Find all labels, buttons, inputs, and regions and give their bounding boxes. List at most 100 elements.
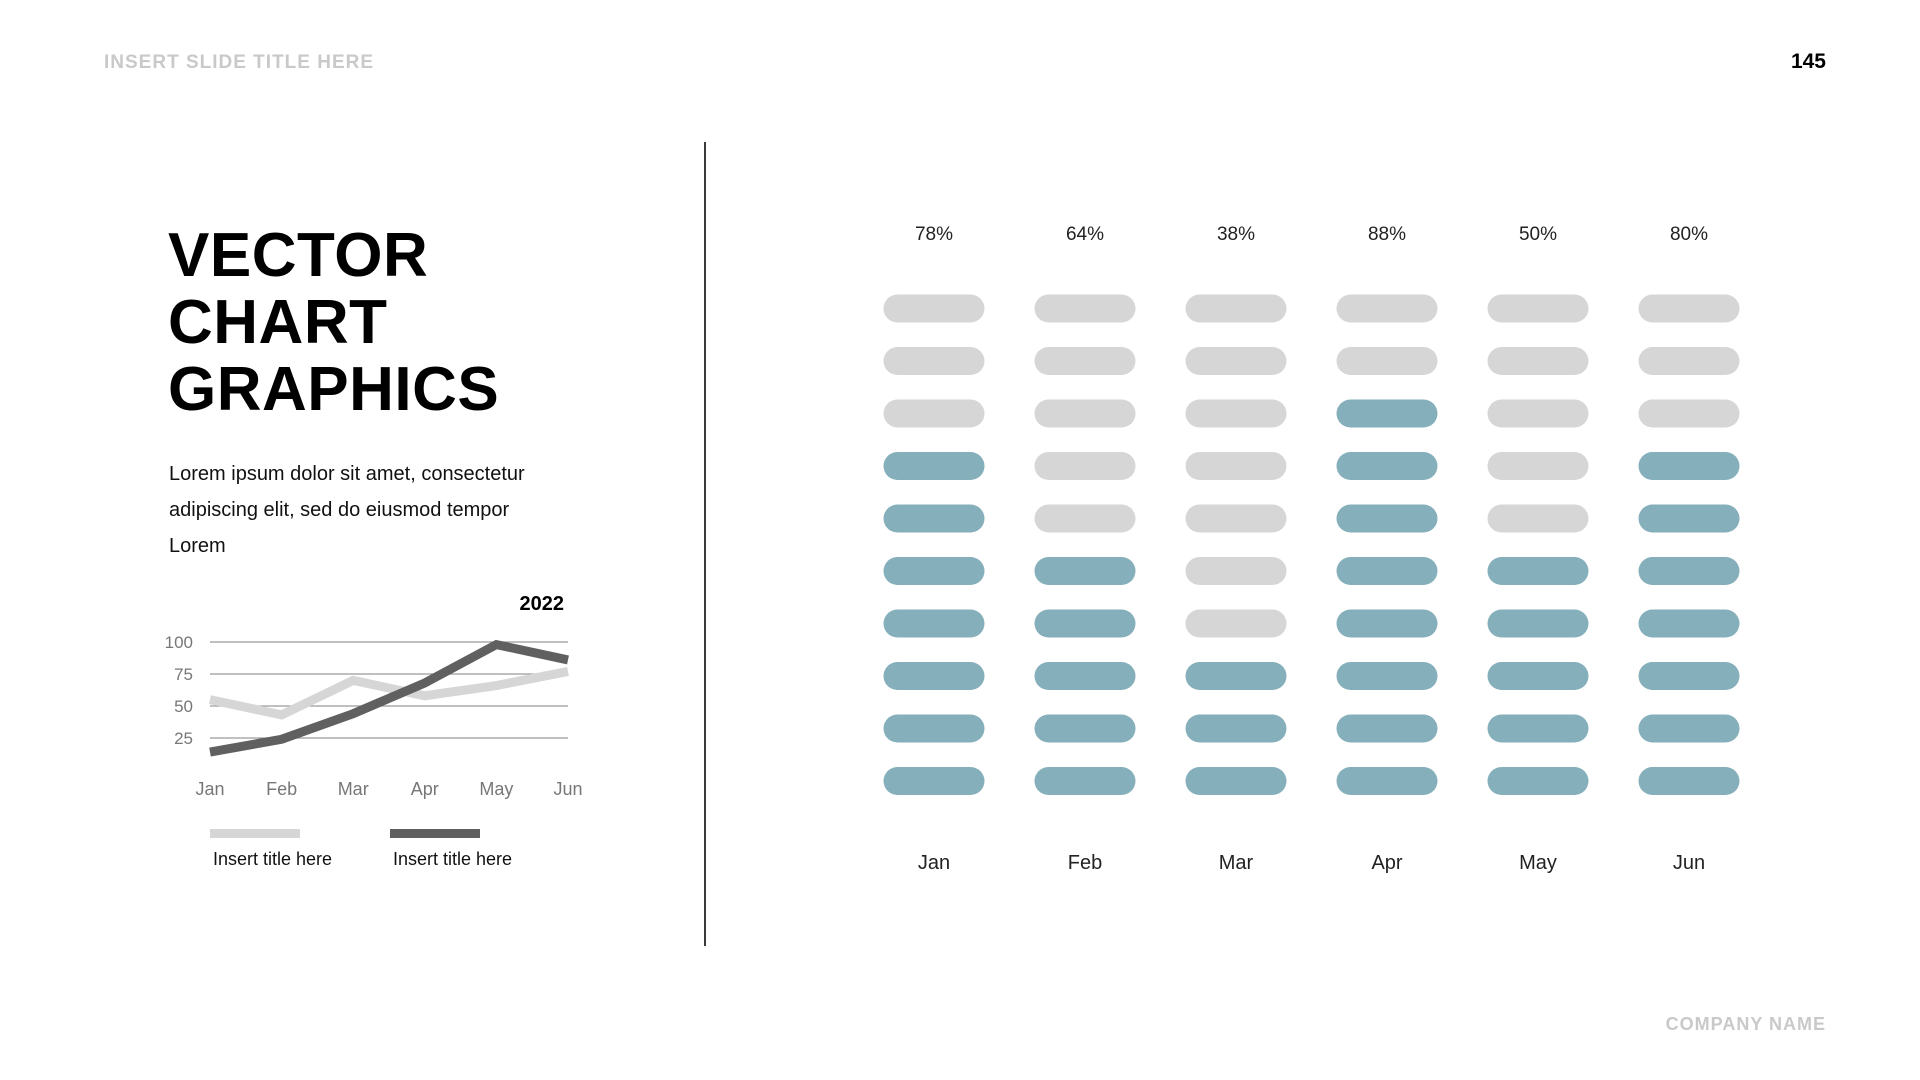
x-tick-label: Jan xyxy=(195,779,224,799)
bar-segment-empty xyxy=(1185,609,1287,638)
bar-segment-filled xyxy=(1034,767,1136,795)
bar-segment-empty xyxy=(1034,399,1136,428)
bar-segment-empty xyxy=(1034,504,1136,533)
bar-segment-empty xyxy=(1487,452,1589,480)
bar-segment-empty xyxy=(1185,294,1287,323)
bar-segment-filled xyxy=(1034,714,1136,743)
bar-segment-empty xyxy=(1336,294,1438,323)
line-chart-title: 2022 xyxy=(520,593,565,615)
bar-segment-filled xyxy=(1034,662,1136,690)
y-tick-label: 25 xyxy=(174,729,193,748)
page-title-line-1: VECTOR xyxy=(168,221,429,290)
legend-swatch xyxy=(390,829,480,838)
line-chart: 2022 100 75 50 25 Jan Feb Mar Apr May Jun Insert ti… xyxy=(165,593,583,869)
legend-label: Insert title here xyxy=(213,849,332,869)
bar-segment-filled xyxy=(1638,767,1740,795)
page-title-line-3: GRAPHICS xyxy=(168,355,500,424)
bar-value-label: 38% xyxy=(1217,224,1255,245)
bar-value-label: 88% xyxy=(1368,224,1406,245)
bar-segment-filled xyxy=(883,557,985,585)
bar-segment-filled xyxy=(883,662,985,690)
bar-value-label: 64% xyxy=(1066,224,1104,245)
x-category-label: Apr xyxy=(1371,852,1402,874)
bar-segment-filled xyxy=(1638,662,1740,690)
slide-title: INSERT SLIDE TITLE HERE xyxy=(104,52,375,73)
bar-segment-empty xyxy=(1638,399,1740,428)
x-category-label: Jan xyxy=(918,852,950,874)
bar-segment-filled xyxy=(1638,714,1740,743)
bar-segment-filled xyxy=(1638,452,1740,480)
bar-segment-empty xyxy=(883,347,985,375)
bar-segment-filled xyxy=(883,504,985,533)
bar-segment-filled xyxy=(1336,504,1438,533)
bar-segment-filled xyxy=(1638,609,1740,638)
bar-segment-filled xyxy=(883,452,985,480)
bar-segment-empty xyxy=(883,399,985,428)
bar-segment-filled xyxy=(883,767,985,795)
bar-value-label: 78% xyxy=(915,224,953,245)
bar-segment-filled xyxy=(1487,714,1589,743)
bar-segment-empty xyxy=(883,294,985,323)
bar-segment-empty xyxy=(1185,452,1287,480)
x-tick-label: Feb xyxy=(266,779,297,799)
description-text: Lorem ipsum dolor sit amet, consectetur … xyxy=(169,463,525,557)
bar-segment-filled xyxy=(1336,557,1438,585)
bar-segment-empty xyxy=(1487,347,1589,375)
bar-segment-empty xyxy=(1185,504,1287,533)
bar-segment-filled xyxy=(1336,662,1438,690)
x-category-label: Feb xyxy=(1068,852,1102,874)
bar-segment-empty xyxy=(1487,504,1589,533)
x-category-label: Jun xyxy=(1673,852,1705,874)
bar-segment-filled xyxy=(1336,399,1438,428)
page-title: VECTOR CHART GRAPHICS xyxy=(168,222,499,423)
bar-segment-filled xyxy=(1487,557,1589,585)
bar-segment-empty xyxy=(1185,347,1287,375)
bar-segment-filled xyxy=(1638,504,1740,533)
x-tick-label: May xyxy=(479,779,513,799)
bar-segment-filled xyxy=(1487,609,1589,638)
bar-segment-empty xyxy=(1185,399,1287,428)
bar-value-label: 80% xyxy=(1670,224,1708,245)
line-series-1 xyxy=(209,667,569,720)
y-tick-label: 75 xyxy=(174,665,193,684)
bar-segment-empty xyxy=(1638,347,1740,375)
x-tick-label: Mar xyxy=(338,779,369,799)
bar-segment-filled xyxy=(1336,714,1438,743)
bar-segment-empty xyxy=(1034,452,1136,480)
legend-swatch xyxy=(210,829,300,838)
x-tick-label: Jun xyxy=(553,779,582,799)
y-tick-label: 100 xyxy=(165,633,193,652)
x-category-label: Mar xyxy=(1219,852,1254,874)
bar-segment-filled xyxy=(1336,609,1438,638)
bar-segment-filled xyxy=(1034,557,1136,585)
bar-segment-empty xyxy=(1034,347,1136,375)
vertical-divider xyxy=(704,142,706,946)
bar-segment-empty xyxy=(1185,557,1287,585)
bar-segment-empty xyxy=(1638,294,1740,323)
bar-segment-empty xyxy=(1336,347,1438,375)
bar-segment-empty xyxy=(1487,294,1589,323)
line-series-2 xyxy=(209,639,569,757)
bar-segment-filled xyxy=(1638,557,1740,585)
bar-segment-filled xyxy=(1336,452,1438,480)
bar-segment-filled xyxy=(1336,767,1438,795)
legend-label: Insert title here xyxy=(393,849,512,869)
page-number: 145 xyxy=(1790,50,1826,73)
bar-segment-empty xyxy=(1487,399,1589,428)
bar-segment-filled xyxy=(883,609,985,638)
bar-segment-filled xyxy=(1487,767,1589,795)
bar-segment-filled xyxy=(1487,662,1589,690)
bar-segment-empty xyxy=(1034,294,1136,323)
bar-value-label: 50% xyxy=(1519,224,1557,245)
bar-segment-filled xyxy=(1185,714,1287,743)
bar-segment-filled xyxy=(883,714,985,743)
x-tick-label: Apr xyxy=(411,779,439,799)
y-tick-label: 50 xyxy=(174,697,193,716)
page-title-line-2: CHART xyxy=(168,288,388,357)
x-category-label: May xyxy=(1519,852,1557,874)
company-name: COMPANY NAME xyxy=(1665,1014,1826,1034)
bar-segment-filled xyxy=(1185,662,1287,690)
bar-segment-filled xyxy=(1185,767,1287,795)
bar-segment-filled xyxy=(1034,609,1136,638)
